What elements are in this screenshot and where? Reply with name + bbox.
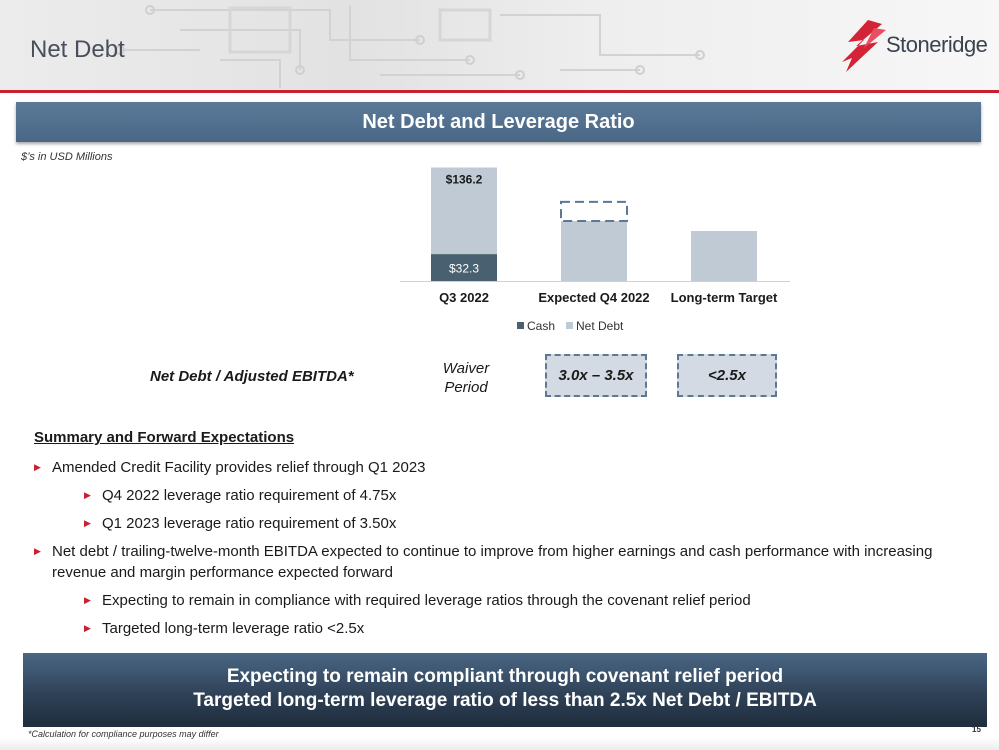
x-tick-label: Q3 2022 [439,290,489,305]
bullet-text: Q4 2022 leverage ratio requirement of 4.… [102,487,397,504]
legend-label: Cash [527,319,555,333]
bullet-triangle-icon: ▶ [34,462,41,472]
target-ratio-box: <2.5x [677,354,777,397]
waiver-line-2: Period [444,379,488,396]
header-background [0,0,999,92]
bullet-triangle-icon: ▶ [84,595,91,605]
page-number: 15 [972,725,981,734]
bar-net-debt [691,231,757,281]
expected-range-dashed-box [560,200,628,222]
summary-title: Summary and Forward Expectations [34,429,295,446]
legend-swatch [566,322,573,329]
bullet-triangle-icon: ▶ [84,518,91,528]
x-tick-label: Expected Q4 2022 [538,290,649,305]
legend-swatch [517,322,524,329]
stoneridge-logo: Stoneridge [838,18,988,74]
page-title: Net Debt [30,36,125,63]
bullet-triangle-icon: ▶ [34,546,41,556]
summary-sub-bullet: ▶ Q4 2022 leverage ratio requirement of … [84,485,954,506]
bar-net-debt [561,221,627,281]
header-red-rule [0,90,999,93]
logo-swoosh-icon [842,20,886,72]
bullet-triangle-icon: ▶ [84,490,91,500]
q4-ratio-box: 3.0x – 3.5x [545,354,647,397]
bullet-text: Net debt / trailing-twelve-month EBITDA … [52,543,933,581]
page-bottom-edge [0,738,999,750]
units-note: $’s in USD Millions [21,151,113,163]
bar-net-debt [431,167,497,255]
summary-sub-bullet: ▶ Targeted long-term leverage ratio <2.5… [84,618,954,639]
conclusion-line-1: Expecting to remain compliant through co… [226,666,784,687]
total-data-label: $136.2 [446,173,483,187]
conclusion-banner: Expecting to remain compliant through co… [23,653,987,727]
logo-wordmark: Stoneridge [886,32,988,57]
x-tick-label: Long-term Target [671,290,778,305]
bullet-text: Expecting to remain in compliance with r… [102,592,751,609]
cash-data-label: $32.3 [449,262,479,276]
summary-sub-bullet: ▶ Q1 2023 leverage ratio requirement of … [84,513,954,534]
summary-sub-bullet: ▶ Expecting to remain in compliance with… [84,590,954,611]
ratio-row-label: Net Debt / Adjusted EBITDA* [150,368,354,385]
bullet-text: Q1 2023 leverage ratio requirement of 3.… [102,515,397,532]
footnote: *Calculation for compliance purposes may… [28,729,219,739]
bullet-text: Amended Credit Facility provides relief … [52,459,426,476]
waiver-line-1: Waiver [442,360,490,377]
waiver-period-label: Waiver Period [418,359,514,397]
bar-cash [431,254,497,281]
section-banner: Net Debt and Leverage Ratio [16,102,981,142]
bullet-text: Targeted long-term leverage ratio <2.5x [102,620,365,637]
conclusion-line-2: Targeted long-term leverage ratio of les… [193,690,817,711]
circuit-pattern-decoration [115,5,705,88]
bullet-triangle-icon: ▶ [84,623,91,633]
legend-label: Net Debt [576,319,624,333]
summary-bullet: ▶ Net debt / trailing-twelve-month EBITD… [34,541,964,583]
summary-bullet: ▶ Amended Credit Facility provides relie… [34,457,954,478]
